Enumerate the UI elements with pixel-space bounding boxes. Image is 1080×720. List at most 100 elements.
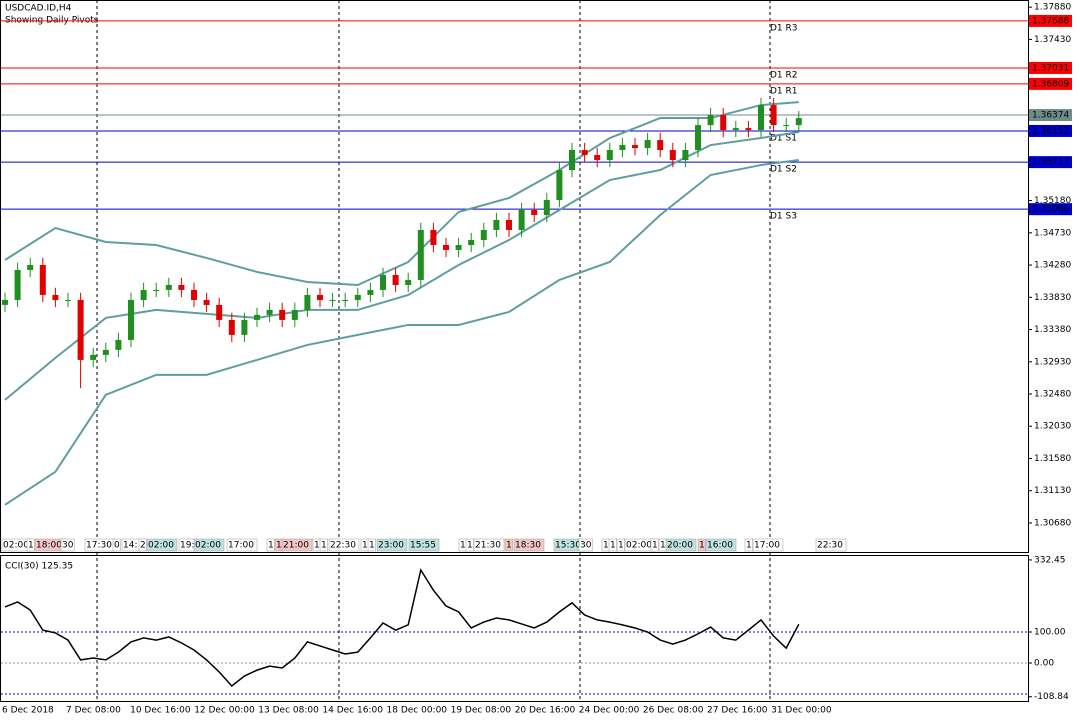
session-label: 18:00 [36, 541, 62, 551]
candle-body [304, 294, 311, 310]
session-label: 16:00 [707, 541, 733, 551]
session-label: 0 [114, 541, 120, 551]
candle-body [140, 289, 147, 300]
session-box [376, 538, 408, 552]
candle-body [128, 299, 134, 340]
candle-body [506, 219, 512, 230]
session-label: 02:00 [3, 541, 29, 551]
session-box [697, 538, 706, 552]
candle-body [191, 289, 197, 300]
x-tick-label: 26 Dec 08:00 [643, 706, 704, 716]
session-label: 1 [618, 541, 624, 551]
pivot-price-label: 1.37688 [1032, 16, 1069, 26]
session-label: 02:00 [626, 541, 652, 551]
session-label: 1 [660, 541, 666, 551]
session-label: 30 [62, 541, 74, 551]
session-box [266, 538, 275, 552]
pivot-name: D1 S1 [770, 133, 797, 143]
session-label: 17:00 [754, 541, 780, 551]
candle-body [657, 140, 664, 151]
candle-body [216, 304, 223, 320]
session-label: 15:55 [410, 541, 436, 551]
candle-body [707, 115, 714, 126]
candle-body [2, 299, 8, 305]
pivot-price-box [1029, 77, 1072, 90]
candle-body [266, 309, 273, 315]
session-box [513, 538, 545, 552]
candle-body [732, 128, 739, 131]
session-label: 02:00 [195, 541, 221, 551]
x-tick-label: 31 Dec 00:00 [771, 706, 832, 716]
candle-body [367, 289, 374, 295]
pivot-price-box [1029, 156, 1072, 169]
x-tick-label: 13 Dec 08:00 [258, 706, 319, 716]
session-label: 1 [314, 541, 320, 551]
candle-body [543, 200, 550, 215]
session-label: 1 [610, 541, 616, 551]
candle-body [203, 299, 210, 305]
candle-body [405, 279, 412, 285]
session-box [328, 538, 360, 552]
bollinger-upper [4, 101, 799, 286]
session-label: 1 [467, 541, 473, 551]
pivot-name: D1 R2 [770, 70, 798, 80]
y-tick-label: 1.33380 [1034, 325, 1071, 335]
x-tick-label: 12 Dec 00:00 [194, 706, 255, 716]
session-label: 1 [506, 541, 512, 551]
session-label: 30 [580, 541, 592, 551]
session-label: 17:30 [86, 541, 112, 551]
candle-body [745, 128, 752, 131]
cci-line [4, 568, 800, 687]
session-box [473, 538, 505, 552]
session-box [465, 538, 474, 552]
candle-body [115, 339, 122, 350]
session-label: 1 [276, 541, 282, 551]
pivot-price-label: 1.37031 [1032, 63, 1069, 73]
session-box [616, 538, 625, 552]
y-tick-label: 0.00 [1034, 659, 1054, 669]
session-label: 1 [652, 541, 658, 551]
candle-body [669, 150, 676, 161]
candle-body [52, 294, 59, 300]
candle-body [153, 289, 160, 291]
pivot-price-label: 1.36152 [1032, 126, 1069, 136]
candle-body [569, 150, 575, 170]
y-tick-label: 1.31580 [1034, 454, 1071, 464]
session-label: 1 [369, 541, 375, 551]
session-label: 15:30 [555, 541, 581, 551]
session-box [608, 538, 617, 552]
x-tick-label: 19 Dec 08:00 [451, 706, 512, 716]
x-tick-label: 6 Dec 2018 [2, 706, 54, 716]
pivot-name: D1 R1 [770, 86, 798, 96]
session-box [281, 538, 313, 552]
session-box [578, 538, 593, 552]
y-tick-label: 1.37430 [1034, 35, 1071, 45]
session-label: 20:00 [667, 541, 693, 551]
session-box [26, 538, 35, 552]
candle-body [606, 150, 613, 161]
chart-title: USDCAD.ID,H4 [5, 4, 72, 14]
pivot-price-label: 1.36809 [1032, 79, 1069, 89]
pivot-name: D1 S2 [770, 165, 797, 175]
x-tick-label: 10 Dec 16:00 [130, 706, 191, 716]
candle-body [27, 264, 34, 270]
candle-body [392, 274, 399, 285]
candle-body [77, 299, 84, 360]
candle-body [480, 229, 487, 240]
x-tick-label: 20 Dec 16:00 [515, 706, 576, 716]
y-tick-label: 332.45 [1034, 555, 1066, 565]
session-label: 02:00 [148, 541, 174, 551]
candle-body [102, 349, 109, 355]
candle-body [228, 319, 235, 335]
session-box [815, 538, 847, 552]
session-label: 21:00 [283, 541, 309, 551]
candle-body [317, 294, 323, 300]
candle-body [90, 354, 97, 360]
cci-frame [0, 555, 1029, 702]
y-tick-label: 1.31130 [1034, 486, 1071, 496]
candle-body [468, 239, 475, 246]
x-tick-label: 7 Dec 08:00 [66, 706, 121, 716]
x-tick-label: 24 Dec 00:00 [579, 706, 640, 716]
session-box [752, 538, 784, 552]
